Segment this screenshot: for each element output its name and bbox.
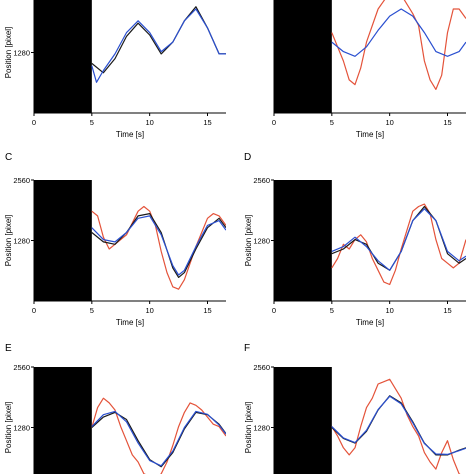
x-tick-label: 15	[443, 118, 451, 127]
occlusion-mask	[34, 0, 92, 113]
y-axis-label: Position [pixel]	[4, 402, 13, 454]
y-tick-label: 2560	[13, 176, 30, 185]
x-tick-label: 10	[385, 306, 393, 315]
series-line-3	[331, 395, 466, 455]
panel-d: 2560 1280 0 5 10 15 Time [s] Position [pixel] D	[244, 152, 466, 327]
panel-label: E	[5, 343, 12, 354]
x-tick-label: 10	[385, 118, 393, 127]
panel-b: 0 5 10 15 Time [s]	[272, 0, 466, 139]
series-line-2	[331, 205, 466, 271]
y-axis-label: Position [pixel]	[4, 215, 13, 267]
y-tick-label: 1280	[13, 424, 30, 433]
y-tick-label: 1280	[13, 49, 30, 58]
series-line-2	[91, 411, 226, 468]
x-tick-label: 5	[90, 306, 94, 315]
panel-a: 1280 0 5 10 15 Time [s] Position [pixel]	[4, 0, 226, 139]
series-line-3	[91, 410, 226, 467]
series-line-1	[91, 205, 226, 290]
x-tick-label: 10	[145, 306, 153, 315]
y-tick-label: 1280	[253, 237, 270, 246]
x-tick-label: 15	[443, 306, 451, 315]
panel-c: 2560 1280 0 5 10 15 Time [s] Position [pixel] C	[4, 152, 226, 327]
series-line-3	[91, 215, 226, 276]
series-line-1	[331, 203, 466, 286]
panel-label: C	[5, 152, 12, 163]
panel-label: D	[244, 152, 251, 163]
x-tick-label: 10	[145, 118, 153, 127]
x-axis-label: Time [s]	[356, 130, 384, 139]
occlusion-mask	[274, 367, 332, 474]
series-line-1	[91, 6, 226, 74]
y-axis-label: Position [pixel]	[244, 215, 253, 267]
y-axis-label: Position [pixel]	[4, 27, 13, 79]
occlusion-mask	[34, 367, 92, 474]
x-axis-label: Time [s]	[356, 318, 384, 327]
series-line-2	[331, 395, 466, 456]
x-tick-label: 15	[203, 306, 211, 315]
occlusion-mask	[274, 180, 332, 301]
y-tick-label: 1280	[253, 424, 270, 433]
y-axis-label: Position [pixel]	[244, 402, 253, 454]
series-line-1	[331, 0, 466, 90]
y-tick-label: 2560	[253, 363, 270, 372]
series-line-2	[91, 8, 226, 83]
y-tick-label: 2560	[253, 176, 270, 185]
occlusion-mask	[274, 0, 332, 113]
x-tick-label: 5	[90, 118, 94, 127]
series-line-2	[331, 8, 466, 57]
x-tick-label: 15	[203, 118, 211, 127]
occlusion-mask	[34, 180, 92, 301]
series-line-3	[331, 208, 466, 271]
x-tick-label: 5	[330, 118, 334, 127]
x-tick-label: 0	[272, 118, 276, 127]
y-tick-label: 1280	[13, 237, 30, 246]
x-tick-label: 0	[32, 118, 36, 127]
x-tick-label: 5	[330, 306, 334, 315]
x-tick-label: 0	[272, 306, 276, 315]
series-line-1	[331, 378, 461, 474]
series-line-1	[91, 397, 226, 474]
x-tick-label: 0	[32, 306, 36, 315]
x-axis-label: Time [s]	[116, 130, 144, 139]
y-tick-label: 2560	[13, 363, 30, 372]
x-axis-label: Time [s]	[116, 318, 144, 327]
panel-label: F	[244, 343, 250, 354]
